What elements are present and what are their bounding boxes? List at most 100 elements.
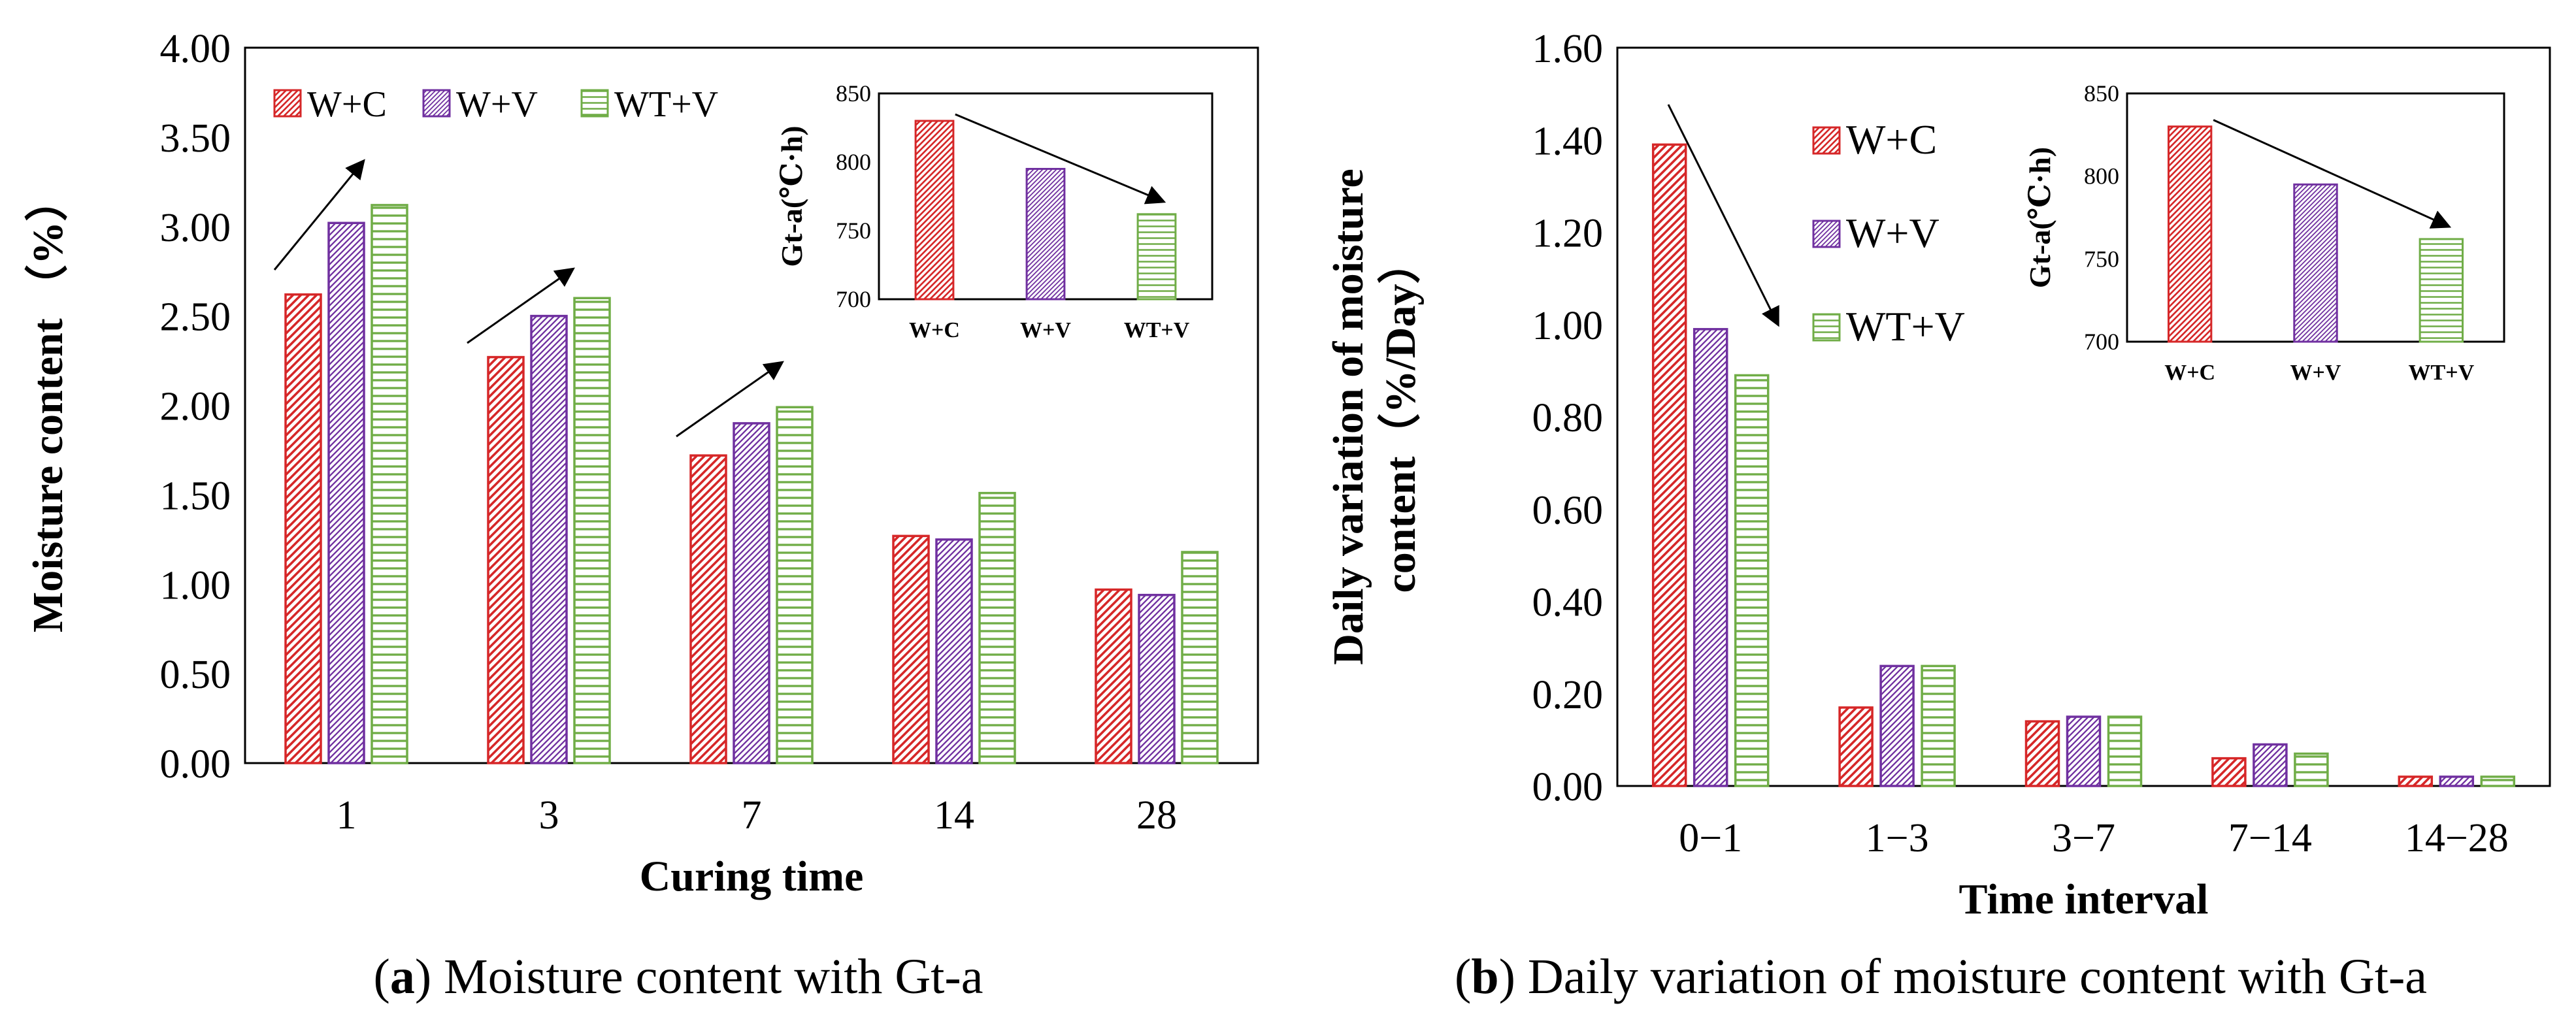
panel-b-ytick: 0.00 bbox=[1532, 765, 1604, 809]
panel-b-inset-ylabel: Gt-a(℃·h) bbox=[2023, 147, 2056, 288]
panel-a-inset-bar-wt-v bbox=[1136, 213, 1177, 301]
panel-a-ytick: 3.50 bbox=[160, 116, 231, 161]
panel-b-inset-trend-arrow bbox=[2213, 119, 2452, 229]
panel-a-inset-ytick: 700 bbox=[836, 286, 871, 312]
panel-b-ytick: 1.40 bbox=[1532, 119, 1604, 163]
panel-a-bar-wt-v-14 bbox=[978, 491, 1016, 764]
caption-a-letter: a bbox=[390, 949, 415, 1004]
panel-b-inset-xtick: W+C bbox=[2164, 361, 2215, 385]
panel-a-bar-w-c-1 bbox=[284, 293, 322, 764]
panel-a-bar-w-c-3 bbox=[487, 355, 525, 764]
panel-b-xtick: 7−14 bbox=[2228, 816, 2312, 860]
panel-b-bar-w-v-0−1 bbox=[1693, 328, 1728, 787]
panel-a-legend-swatch bbox=[422, 89, 451, 118]
panel-b-inset-bar-w-c bbox=[2167, 125, 2213, 343]
panel-a-inset-bar-w-c bbox=[914, 120, 955, 301]
panel-b-legend-swatch bbox=[1812, 220, 1841, 248]
panel-a-legend-label: W+V bbox=[456, 84, 538, 125]
caption-a: (a) Moisture content with Gt-a bbox=[374, 949, 983, 1004]
panel-a-ytick: 0.50 bbox=[160, 653, 231, 697]
panel-b-xtick: 3−7 bbox=[2052, 816, 2115, 860]
panel-a-legend-label: WT+V bbox=[614, 84, 718, 125]
panel-a-ytick: 4.00 bbox=[160, 27, 231, 71]
panel-a-bar-wt-v-28 bbox=[1181, 551, 1219, 764]
panel-b-inset-xtick: WT+V bbox=[2409, 361, 2475, 385]
panel-a-inset-trend-arrow bbox=[955, 113, 1166, 204]
panel-a-inset-xtick: W+C bbox=[909, 318, 960, 342]
panel-b-ytick: 0.60 bbox=[1532, 488, 1604, 532]
panel-a-ytick: 1.50 bbox=[160, 474, 231, 518]
panel-b-bar-w-c-0−1 bbox=[1651, 143, 1687, 787]
panel-b-bar-wt-v-1−3 bbox=[1921, 664, 1956, 787]
panel-b-ytick: 1.00 bbox=[1532, 304, 1604, 348]
panel-b-bar-wt-v-0−1 bbox=[1734, 374, 1770, 787]
panel-a-legend-swatch bbox=[580, 89, 609, 118]
panel-b-inset-xtick: W+V bbox=[2290, 361, 2341, 385]
panel-b-ytick: 0.80 bbox=[1532, 396, 1604, 440]
panel-b-bar-w-v-3−7 bbox=[2066, 715, 2102, 787]
panel-b-bar-w-c-3−7 bbox=[2024, 720, 2060, 787]
panel-a-inset-xtick: W+V bbox=[1020, 318, 1071, 342]
panel-b-inset-ytick: 800 bbox=[2084, 163, 2119, 189]
panel-b-xtick: 14−28 bbox=[2405, 816, 2509, 860]
panel-a-inset-bar-w-v bbox=[1025, 168, 1066, 301]
panel-a-legend-label: W+C bbox=[307, 84, 387, 125]
panel-a-inset-xtick: WT+V bbox=[1124, 318, 1190, 342]
panel-a-bar-w-v-3 bbox=[530, 314, 568, 764]
panel-a-inset-ytick: 800 bbox=[836, 149, 871, 175]
panel-b-trend-arrow bbox=[1667, 104, 1779, 327]
panel-a-trend-arrow bbox=[273, 159, 365, 270]
panel-a-bar-wt-v-1 bbox=[371, 204, 408, 764]
panel-b-xtick: 1−3 bbox=[1866, 816, 1929, 860]
panel-a-xtick: 14 bbox=[934, 793, 974, 838]
caption-b: (b) Daily variation of moisture content … bbox=[1455, 949, 2427, 1004]
panel-a-trend-arrow bbox=[467, 267, 575, 344]
panel-a-trend-arrow bbox=[676, 361, 784, 438]
panel-b-ytick: 1.20 bbox=[1532, 212, 1604, 256]
caption-b-text: ) Daily variation of moisture content wi… bbox=[1499, 949, 2427, 1004]
panel-b-ylabel-line: content（%/Day） bbox=[1376, 241, 1425, 593]
panel-b-bar-wt-v-7−14 bbox=[2294, 752, 2329, 787]
panel-a-inset-ytick: 750 bbox=[836, 218, 871, 244]
panel-b-xlabel: Time interval bbox=[1959, 875, 2209, 923]
panel-a-bar-wt-v-3 bbox=[573, 297, 611, 764]
panel-b-legend-label: W+V bbox=[1846, 210, 1940, 256]
panel-a-bar-w-v-14 bbox=[935, 538, 973, 764]
panel-a-xtick: 7 bbox=[742, 793, 762, 838]
panel-b-legend-swatch bbox=[1812, 313, 1841, 342]
panel-a-bar-w-c-14 bbox=[892, 534, 930, 764]
panel-a-xtick: 28 bbox=[1136, 793, 1177, 838]
panel-a-ytick: 2.50 bbox=[160, 295, 231, 340]
panel-b-inset-ytick: 700 bbox=[2084, 329, 2119, 355]
panel-b-bar-w-v-1−3 bbox=[1879, 664, 1915, 787]
caption-a-text: ) Moisture content with Gt-a bbox=[415, 949, 983, 1004]
panel-a-inset-ylabel: Gt-a(℃·h) bbox=[775, 125, 808, 267]
panel-a-moisture-content: 0.000.501.001.502.002.503.003.504.001 3 7 1… bbox=[24, 27, 1259, 900]
panel-b-bar-w-v-14−28 bbox=[2439, 776, 2475, 787]
panel-b-inset-bar-w-v bbox=[2293, 183, 2338, 343]
panel-a-bar-w-c-7 bbox=[689, 454, 727, 764]
panel-a-ytick: 2.00 bbox=[160, 385, 231, 429]
panel-a-bar-w-c-28 bbox=[1095, 588, 1132, 764]
panel-b-bar-wt-v-14−28 bbox=[2480, 776, 2516, 787]
panel-b-bar-w-v-7−14 bbox=[2253, 743, 2288, 787]
panel-a-bar-w-v-7 bbox=[733, 422, 770, 764]
panel-b-bar-w-c-14−28 bbox=[2398, 776, 2434, 787]
panel-b-legend-label: W+C bbox=[1846, 116, 1937, 163]
panel-b-inset-ytick: 750 bbox=[2084, 246, 2119, 272]
panel-b-legend-swatch bbox=[1812, 126, 1841, 155]
panel-b-ytick: 1.60 bbox=[1532, 27, 1604, 71]
panel-b-inset-ytick: 850 bbox=[2084, 80, 2119, 106]
panel-b-xtick: 0−1 bbox=[1679, 816, 1742, 860]
panel-b-inset-bar-wt-v bbox=[2419, 238, 2464, 343]
panel-a-ytick: 0.00 bbox=[160, 742, 231, 787]
panel-a-ytick: 3.00 bbox=[160, 206, 231, 250]
caption-b-letter: b bbox=[1471, 949, 1498, 1004]
panel-b-bar-w-c-7−14 bbox=[2211, 757, 2247, 787]
panel-a-xlabel: Curing time bbox=[640, 853, 864, 900]
panel-a-bar-w-v-28 bbox=[1138, 593, 1176, 764]
panel-b-legend-label: WT+V bbox=[1846, 303, 1965, 350]
panel-b-ytick: 0.40 bbox=[1532, 581, 1604, 625]
panel-a-bar-wt-v-7 bbox=[776, 406, 814, 764]
